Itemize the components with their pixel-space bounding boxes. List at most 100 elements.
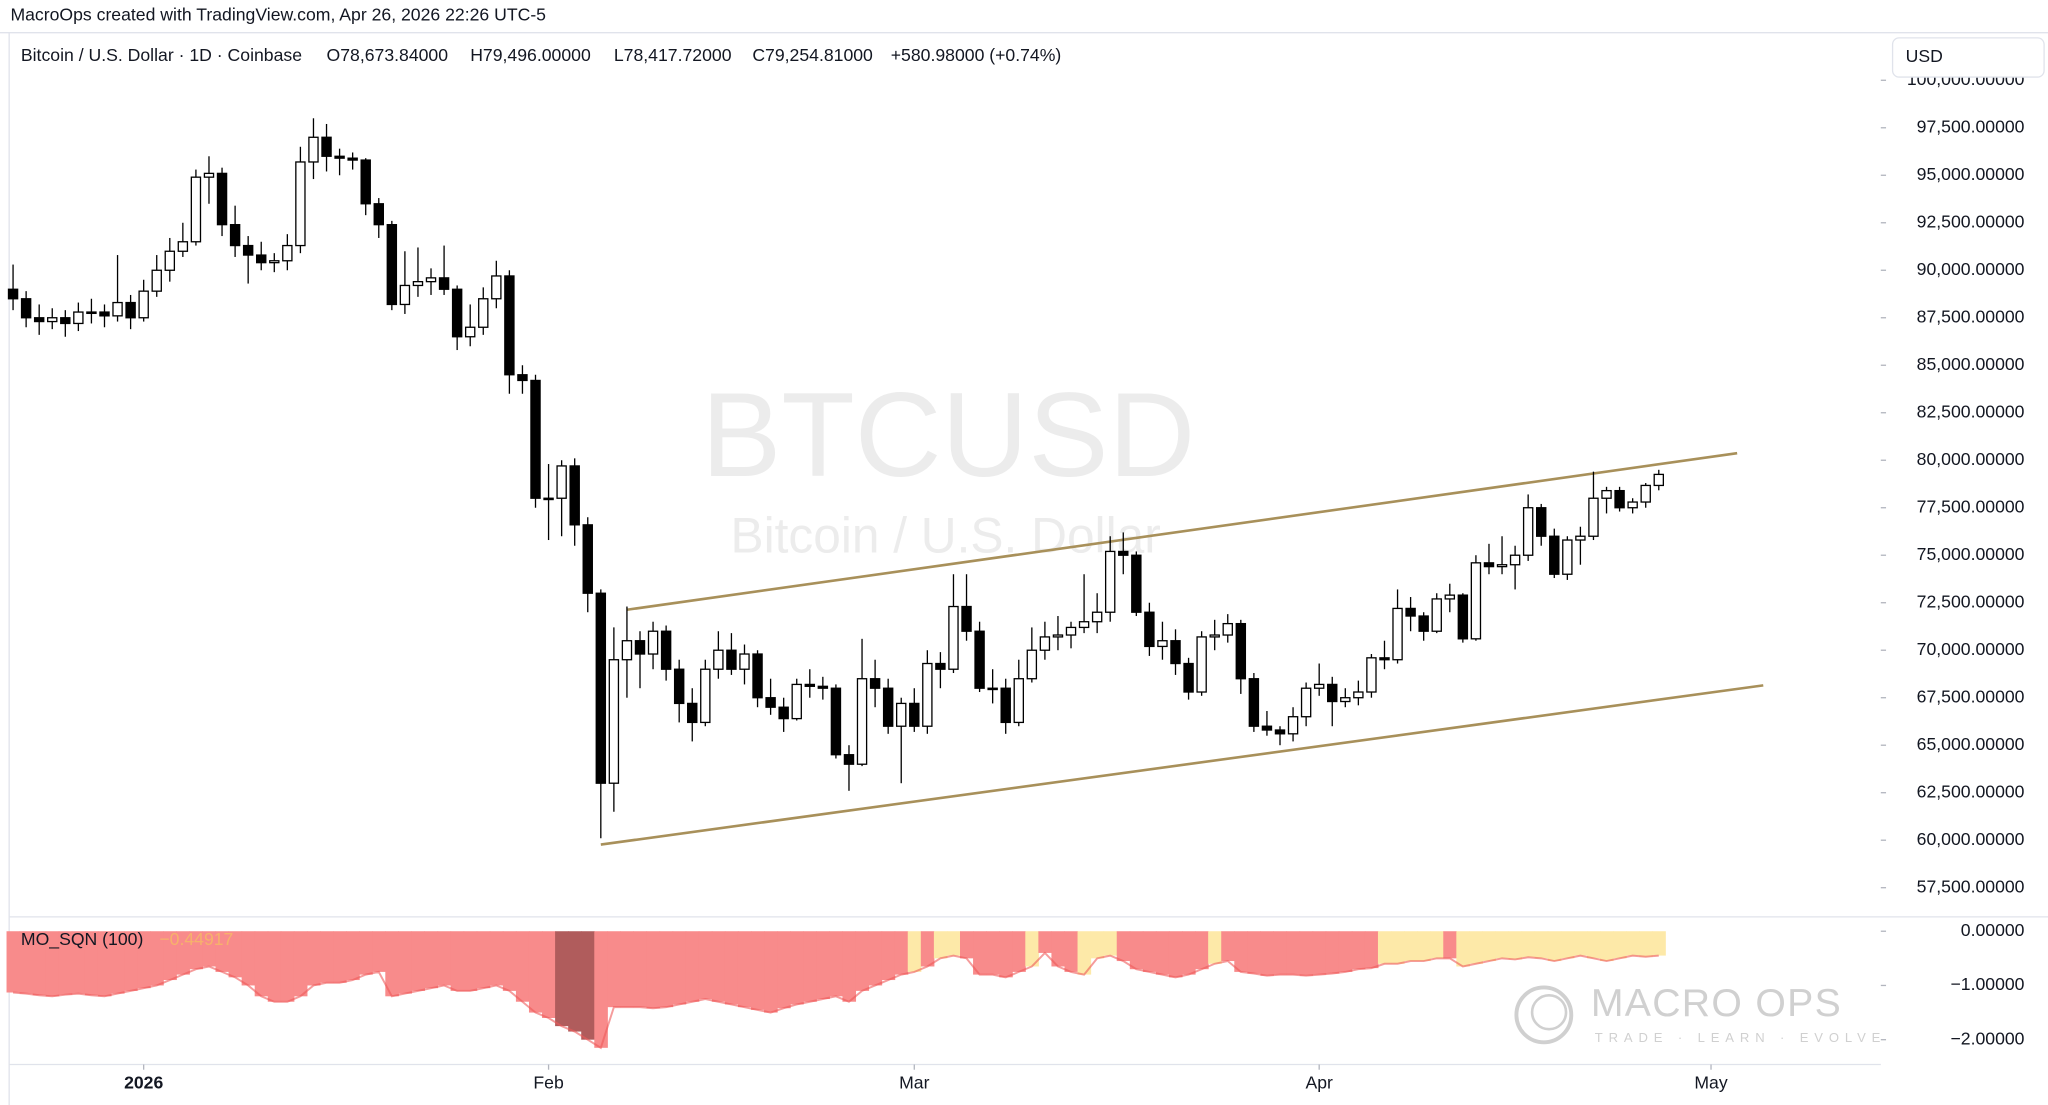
candle-body (1588, 497, 1599, 537)
indicator-bar (320, 931, 334, 983)
indicator-bar (607, 931, 621, 1008)
candle-body (86, 311, 97, 315)
candle-body (1327, 683, 1338, 703)
candle-body (660, 630, 672, 670)
candle-body (360, 159, 371, 205)
y-tick-label: 95,000.00000 (1917, 164, 2025, 184)
candle-body (1248, 678, 1260, 727)
indicator-bar (1547, 931, 1562, 962)
indicator-bar (372, 931, 386, 972)
candle-body (1118, 550, 1129, 556)
candle-body (569, 465, 580, 526)
y-tick-label: 60,000.00000 (1917, 829, 2025, 849)
indicator-bar (1299, 931, 1314, 976)
trend-line (626, 451, 1738, 612)
candle-body (1313, 683, 1325, 689)
y-tick-label: 85,000.00000 (1917, 354, 2025, 374)
candle-body (974, 630, 985, 689)
candle-body (1052, 634, 1064, 638)
candle-body (269, 260, 280, 264)
candle-body (295, 161, 306, 247)
indicator-bar (267, 931, 282, 1002)
indicator-bar (581, 931, 595, 1040)
candle-body (817, 685, 829, 689)
y-tick-label: 57,500.00000 (1917, 876, 2025, 896)
y-tick-label: 92,500.00000 (1917, 211, 2025, 231)
indicator-bar (1077, 931, 1092, 975)
indicator-bar (1613, 931, 1627, 959)
indicator-bar (1116, 931, 1131, 962)
candle-body (556, 465, 567, 499)
indicator-bar (84, 931, 99, 996)
candle-body (1078, 621, 1090, 629)
candle-body (47, 317, 58, 323)
candle-body (1431, 598, 1442, 632)
indicator-bar (1234, 931, 1248, 972)
candle-body (713, 649, 724, 670)
indicator-bar (646, 931, 661, 1009)
currency-button[interactable] (1891, 37, 2045, 78)
indicator-bar (1273, 931, 1288, 975)
candle-body (1065, 626, 1077, 636)
candle-body (726, 649, 737, 670)
candle-body (843, 754, 855, 765)
candle-body (1170, 640, 1181, 665)
indicator-bar (97, 931, 112, 997)
candle-body (621, 640, 633, 661)
candle-body (386, 224, 398, 306)
indicator-bar (724, 931, 739, 1005)
indicator-bar (737, 931, 752, 1008)
candle-body (1483, 562, 1495, 568)
indicator-bar (385, 931, 399, 997)
indicator-bar (1521, 931, 1536, 958)
indicator-bar (842, 931, 857, 1002)
indicator-bar (280, 931, 295, 1002)
indicator-bar (1417, 931, 1431, 962)
indicator-bar (1573, 931, 1588, 956)
indicator-bar (803, 931, 817, 1002)
indicator-bar (1338, 931, 1353, 972)
indicator-bar (1377, 931, 1392, 964)
indicator-bar (855, 931, 870, 991)
candle-body (1575, 535, 1586, 541)
indicator-bar (163, 931, 177, 981)
candle-body (491, 275, 502, 300)
candle-body (882, 687, 894, 727)
indicator-bar (215, 931, 230, 972)
candle-body (1457, 594, 1469, 640)
y-tick-label: 87,500.00000 (1917, 306, 2025, 326)
indicator-bar (1586, 931, 1601, 959)
indicator-bar (620, 931, 634, 1008)
candle-body (1405, 607, 1416, 617)
x-tick-label: Mar (899, 1073, 929, 1093)
indicator-bar (450, 931, 465, 991)
candle-body (922, 662, 933, 727)
indicator-bar (881, 931, 896, 981)
candle-body (909, 702, 920, 727)
candle-body (1287, 716, 1299, 735)
indicator-line (12, 951, 1659, 1050)
indicator-bar (1325, 931, 1340, 974)
candle-body (1300, 687, 1312, 718)
currency-label[interactable]: USD (1906, 46, 1943, 66)
candle-body (935, 662, 946, 670)
indicator-bar (1129, 931, 1144, 970)
legend-high: H79,496.00000 (470, 45, 591, 65)
candle-body (425, 277, 437, 283)
indicator-bar (346, 931, 360, 981)
indicator-bar (71, 931, 86, 994)
indicator-bar (973, 931, 987, 975)
indicator-bar (698, 931, 713, 1000)
candle-body (1209, 634, 1220, 638)
candle-body (1183, 662, 1194, 693)
candle-body (1039, 636, 1051, 651)
indicator-bar (45, 931, 60, 997)
indicator-bar (528, 931, 543, 1013)
indicator-bar (1652, 931, 1666, 956)
indicator-bar (189, 931, 203, 970)
indicator-bar (1364, 931, 1379, 969)
indicator-bar (476, 931, 491, 989)
candle-body (1444, 594, 1456, 600)
macro-ops-logo: MACRO OPS TRADE · LEARN · EVOLVE (1514, 982, 1880, 1045)
candle-body (752, 653, 763, 699)
